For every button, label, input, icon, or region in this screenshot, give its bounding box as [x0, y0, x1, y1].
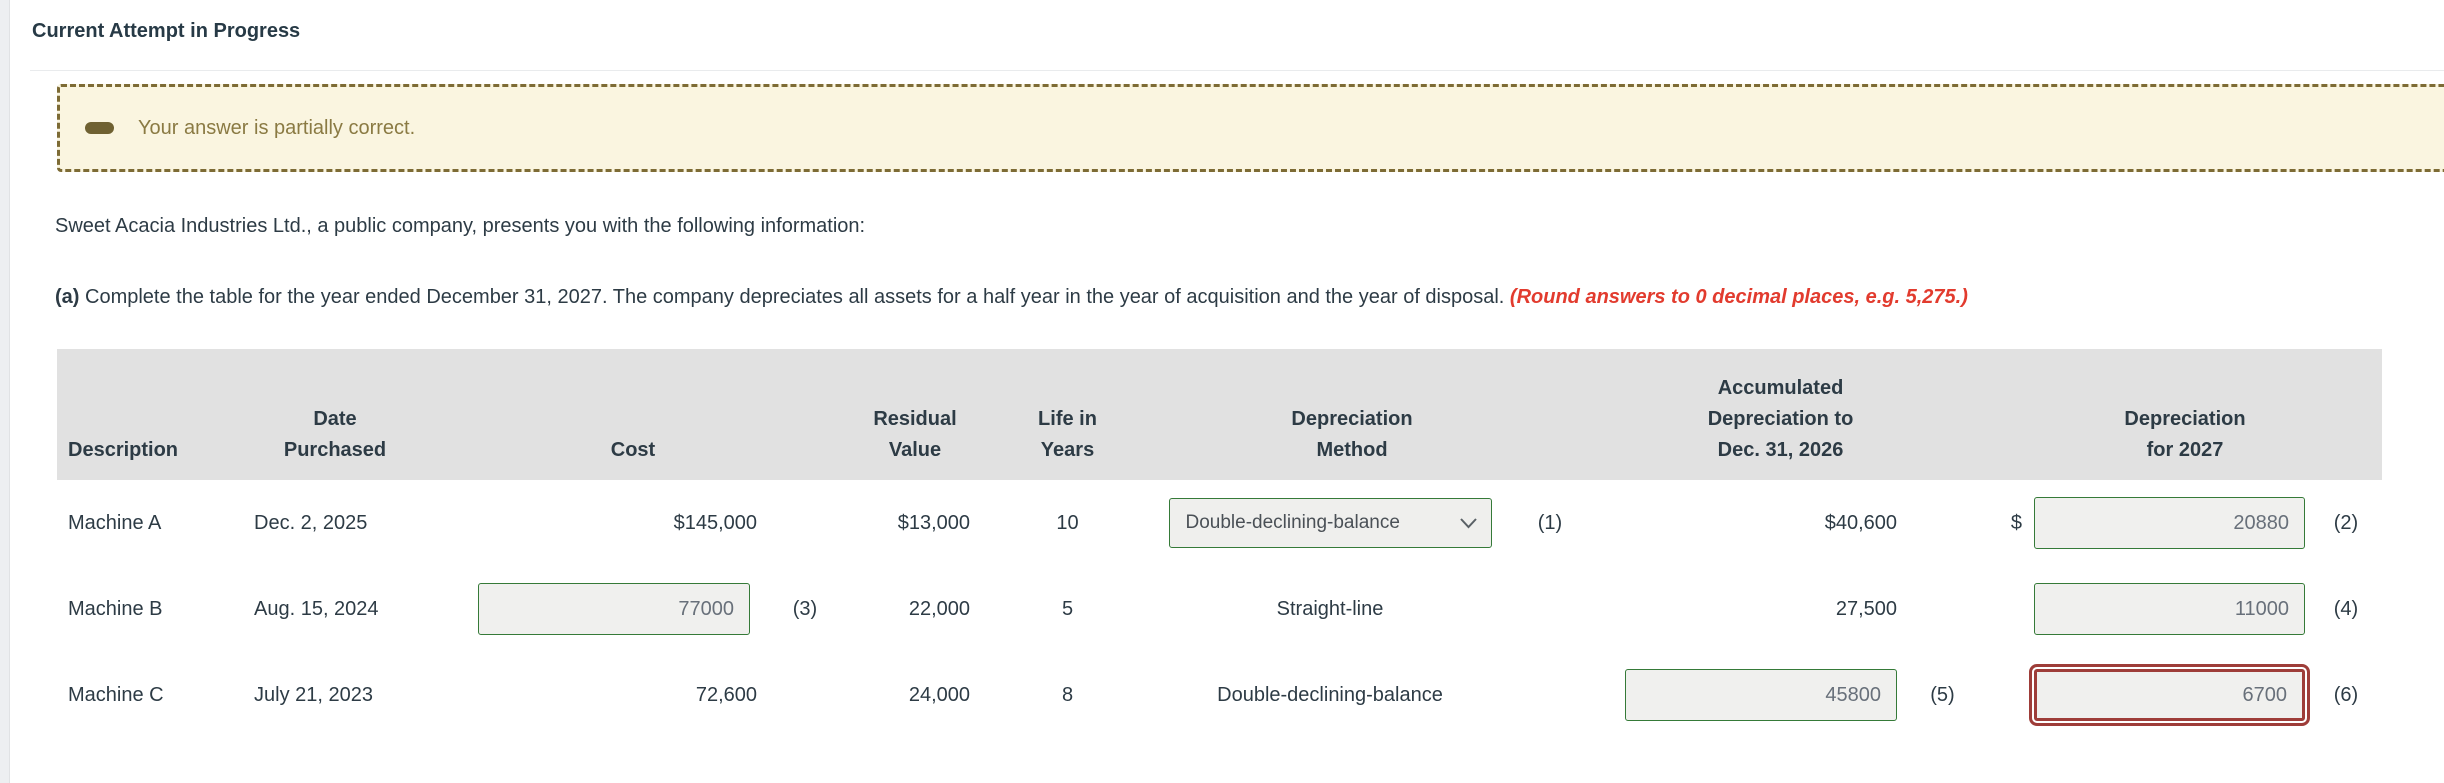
header-description: Description	[68, 439, 179, 461]
rounding-note: (Round answers to 0 decimal places, e.g.…	[1509, 286, 1968, 308]
cost-input-machine-b[interactable]	[478, 583, 750, 635]
question-intro: Sweet Acacia Industries Ltd., a public c…	[55, 215, 866, 237]
depreciation-table: Description Date Purchased Cost Residual…	[57, 349, 2382, 738]
cell-accumulated-depreciation: 27,500	[1835, 597, 1897, 620]
cell-residual-value: $13,000	[897, 511, 970, 534]
cell-residual-value: 22,000	[908, 597, 970, 620]
header-depreciation-method: Depreciation Method	[1291, 408, 1413, 461]
minus-icon	[85, 122, 114, 134]
depreciation-method-select-machine-a[interactable]: Double-declining-balance	[1168, 498, 1492, 548]
currency-symbol: $	[2010, 511, 2022, 534]
cell-depreciation-2027	[2030, 583, 2310, 635]
cell-method: Straight-line	[1276, 597, 1384, 620]
cell-accumulated-depreciation	[1585, 669, 1910, 721]
selected-method-label: Double-declining-balance	[1185, 512, 1400, 533]
cell-description: Machine C	[68, 683, 164, 706]
table-row-machine-a: Machine A Dec. 2, 2025 $145,000 $13,000 …	[57, 480, 2382, 566]
ref-label-1: (1)	[1537, 511, 1563, 534]
cell-accumulated-depreciation: $40,600	[1824, 511, 1897, 534]
header-spacer-5	[2310, 466, 2382, 480]
cell-cost: $145,000	[673, 511, 757, 534]
header-spacer-1	[770, 466, 840, 480]
header-cost: Cost	[610, 439, 656, 461]
header-residual-value: Residual Value	[873, 408, 957, 461]
cell-date-purchased: Aug. 15, 2024	[254, 597, 379, 620]
cell-cost: 72,600	[695, 683, 757, 706]
ref-label-3: (3)	[792, 597, 818, 620]
partial-correct-banner: Your answer is partially correct.	[57, 84, 2444, 172]
cell-description: Machine A	[68, 511, 162, 534]
table-row-machine-b: Machine B Aug. 15, 2024 (3) 22,000 5 Str…	[57, 566, 2382, 652]
cell-date-purchased: July 21, 2023	[254, 683, 373, 706]
part-label: (a)	[55, 286, 80, 308]
header-accumulated-depreciation: Accumulated Depreciation to Dec. 31, 202…	[1707, 377, 1854, 461]
header-spacer-2	[1515, 466, 1585, 480]
instruction-text: Complete the table for the year ended De…	[79, 286, 1510, 308]
table-row-machine-c: Machine C July 21, 2023 72,600 24,000 8 …	[57, 652, 2382, 738]
accumulated-depreciation-input-machine-c[interactable]	[1625, 669, 1897, 721]
header-spacer-3	[1910, 466, 1975, 480]
header-spacer-4	[1975, 466, 2030, 480]
depreciation-2027-input-machine-a[interactable]	[2034, 497, 2305, 549]
table-header-row: Description Date Purchased Cost Residual…	[57, 349, 2382, 480]
depreciation-2027-input-machine-b[interactable]	[2034, 583, 2305, 635]
cell-depreciation-2027	[2030, 497, 2310, 549]
cell-method: Double-declining-balance	[1145, 498, 1515, 548]
depreciation-2027-input-machine-c[interactable]	[2029, 664, 2310, 726]
header-date-purchased: Date Purchased	[283, 408, 387, 461]
page-title: Current Attempt in Progress	[32, 20, 301, 42]
header-life-in-years: Life in Years	[1038, 408, 1097, 461]
question-instruction: (a) Complete the table for the year ende…	[55, 286, 1968, 309]
ref-label-4: (4)	[2333, 597, 2359, 620]
ref-label-6: (6)	[2333, 683, 2359, 706]
cell-residual-value: 24,000	[908, 683, 970, 706]
chevron-down-icon	[1459, 517, 1477, 528]
banner-message: Your answer is partially correct.	[138, 116, 416, 139]
left-gutter	[0, 0, 10, 783]
cell-method: Double-declining-balance	[1217, 683, 1443, 706]
cell-date-purchased: Dec. 2, 2025	[254, 511, 368, 534]
ref-label-5: (5)	[1930, 683, 1955, 706]
cell-life-in-years: 10	[1056, 511, 1079, 534]
cell-description: Machine B	[68, 597, 163, 620]
cell-life-in-years: 5	[1061, 597, 1074, 620]
divider	[30, 70, 2444, 71]
ref-label-2: (2)	[2333, 511, 2359, 534]
cell-cost	[440, 583, 770, 635]
cell-depreciation-2027	[2029, 664, 2310, 726]
header-depreciation-2027: Depreciation for 2027	[2124, 408, 2246, 461]
cell-life-in-years: 8	[1061, 683, 1074, 706]
